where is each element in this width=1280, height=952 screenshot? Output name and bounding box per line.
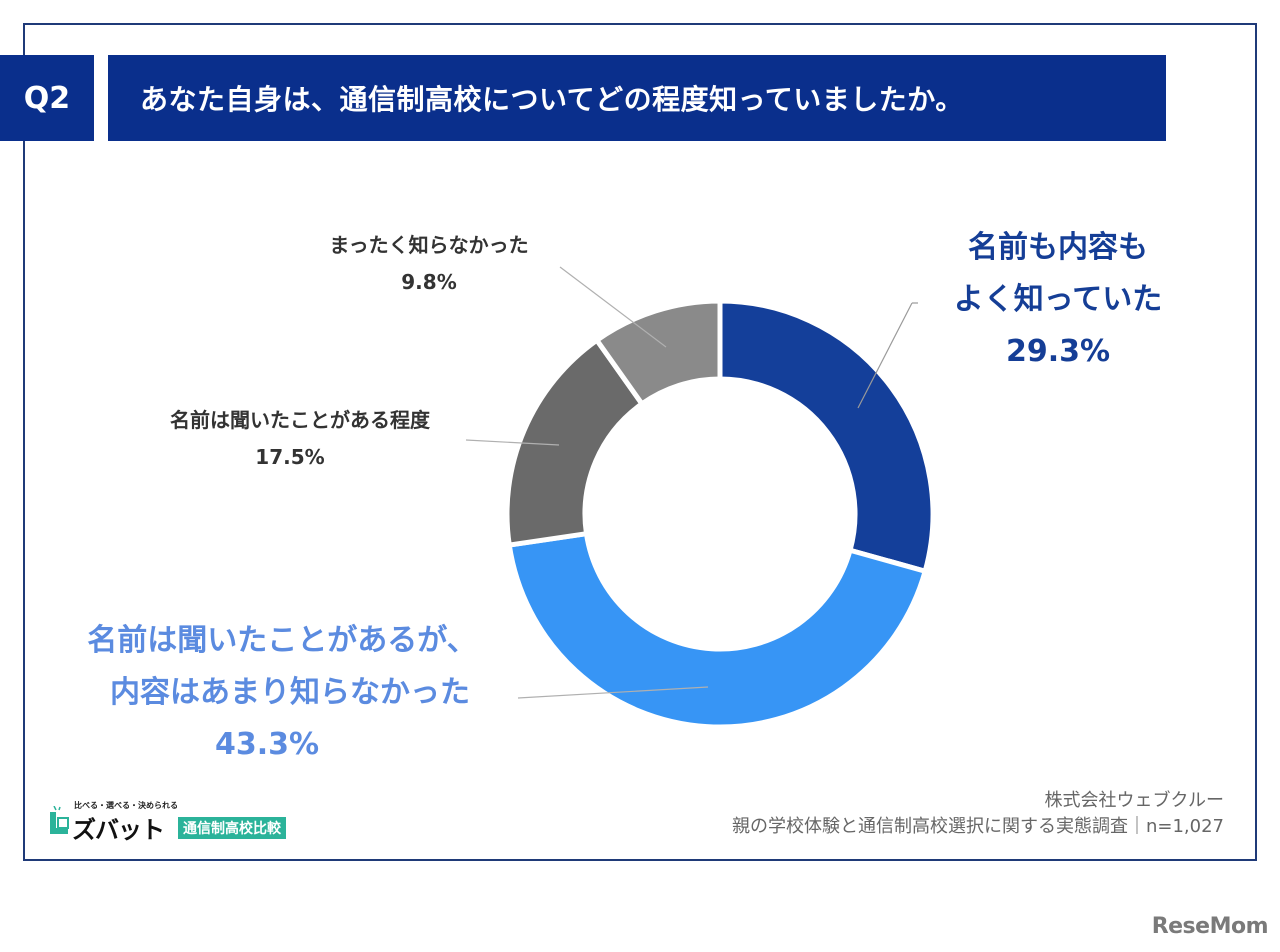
label-known-well: 名前も内容も よく知っていた 29.3% [940, 222, 1176, 378]
label-text: 名前は聞いたことがある程度 [170, 408, 430, 432]
label-heard-only: 名前は聞いたことがある程度 17.5% [140, 402, 460, 476]
question-number-badge: Q2 [0, 55, 94, 141]
donut-slice [717, 298, 936, 575]
logo-box-label: 通信制高校比較 [178, 817, 286, 839]
logo-tagline: 比べる・選べる・決められる [74, 801, 178, 810]
label-text: まったく知らなかった [329, 233, 529, 257]
question-title: あなた自身は、通信制高校についてどの程度知っていましたか。 [108, 55, 1166, 141]
label-value: 29.3% [1005, 334, 1111, 369]
label-not-at-all: まったく知らなかった 9.8% [300, 227, 558, 301]
label-value: 17.5% [255, 445, 325, 469]
leader-line-not-at-all [559, 266, 667, 348]
slide-frame [23, 23, 1257, 861]
leader-line-heard-only [465, 439, 560, 446]
label-text: よく知っていた [953, 282, 1163, 317]
source-note: 株式会社ウェブクルー 親の学校体験と通信制高校選択に関する実態調査｜n=1,02… [732, 788, 1224, 840]
resemom-watermark: ReseMom [1151, 914, 1269, 939]
label-heard-not-content: 名前は聞いたことがあるが、 内容はあまり知らなかった 43.3% [62, 615, 502, 771]
donut-slice [506, 530, 929, 730]
zubat-logo: 比べる・選べる・決められる ズバット 通信制高校比較 [48, 800, 308, 844]
label-text: 内容はあまり知らなかった [110, 675, 470, 710]
company-name: 株式会社ウェブクルー [1044, 790, 1224, 811]
leader-line-heard-not-content [517, 686, 709, 699]
logo-name: ズバット [72, 816, 165, 844]
label-text: 名前は聞いたことがあるが、 [87, 623, 477, 658]
logo-mark-icon [50, 806, 69, 834]
label-value: 9.8% [401, 270, 457, 294]
donut-slices [504, 298, 936, 730]
survey-name: 親の学校体験と通信制高校選択に関する実態調査｜n=1,027 [731, 816, 1224, 837]
label-text: 名前も内容も [968, 230, 1148, 265]
leader-line-known-well [857, 302, 913, 409]
label-value: 43.3% [214, 727, 320, 762]
